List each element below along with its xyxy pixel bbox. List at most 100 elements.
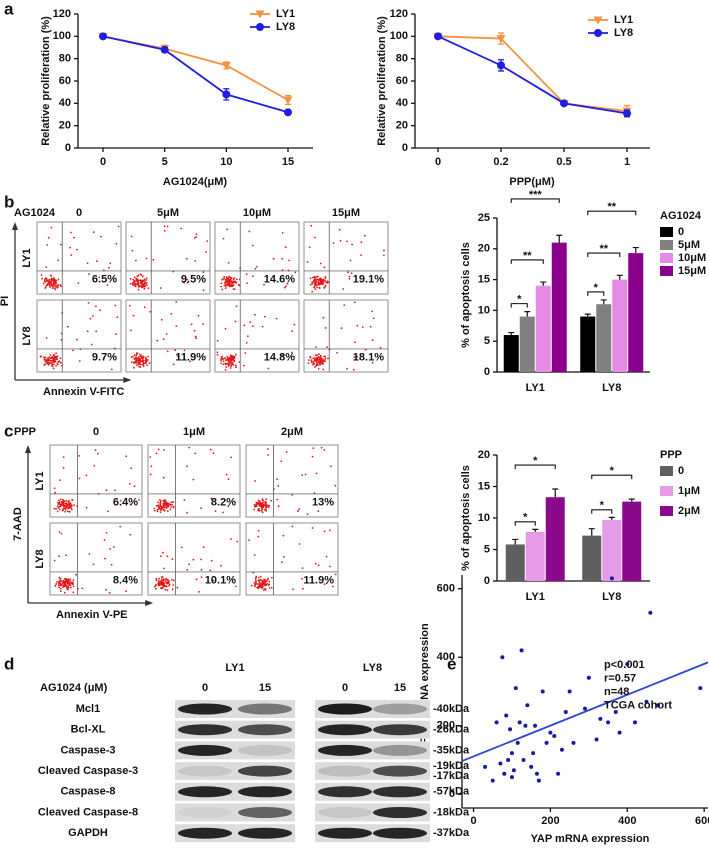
event-dot (214, 510, 217, 512)
event-dot (319, 361, 322, 364)
event-dot (312, 447, 315, 449)
significance-bracket (514, 464, 556, 470)
event-dot (224, 359, 227, 362)
event-dot (55, 507, 57, 510)
event-dot (164, 503, 167, 506)
event-dot (99, 309, 102, 312)
event-dot (107, 510, 109, 513)
event-dot (256, 502, 259, 505)
blot-band (318, 703, 372, 715)
event-dot (346, 240, 348, 243)
data-point (534, 771, 539, 776)
event-dot (157, 580, 160, 582)
legend-swatch (660, 486, 673, 496)
event-dot (254, 313, 256, 316)
event-dot (200, 507, 203, 510)
event-dot (68, 510, 71, 513)
event-dot (227, 362, 230, 365)
event-dot (197, 314, 200, 317)
event-dot (49, 354, 52, 356)
y-tick-label: 20 (478, 243, 490, 255)
event-dot (210, 448, 212, 451)
event-dot (226, 277, 229, 280)
event-dot (361, 326, 364, 328)
column-header: 1μM (183, 426, 205, 438)
event-dot (231, 362, 234, 365)
column-header: 2μM (281, 426, 303, 438)
event-dot (51, 365, 54, 368)
event-dot (64, 508, 67, 511)
event-dot (170, 313, 173, 315)
event-dot (58, 508, 61, 511)
event-dot (314, 354, 317, 357)
event-dot (183, 281, 186, 284)
event-dot (60, 503, 63, 506)
quadrant-percentage: 9.7% (92, 352, 117, 364)
event-dot (261, 499, 264, 502)
event-dot (235, 305, 238, 308)
event-dot (140, 282, 142, 285)
event-dot (142, 280, 144, 282)
event-dot (157, 584, 160, 587)
event-dot (51, 283, 54, 286)
event-dot (261, 502, 264, 504)
event-dot (321, 362, 324, 364)
blot-band (178, 744, 232, 756)
event-dot (320, 446, 323, 449)
event-dot (58, 531, 61, 533)
event-dot (310, 359, 313, 362)
event-dot (202, 271, 205, 273)
data-point (519, 648, 524, 653)
data-point (598, 716, 603, 721)
dose: 15 (394, 682, 406, 694)
event-dot (44, 286, 47, 288)
event-dot (325, 582, 328, 585)
data-point (536, 778, 541, 783)
y-axis-title: Relative proliferation (%) (376, 16, 388, 146)
event-dot (200, 568, 203, 571)
size-marker: -17kDa (433, 770, 470, 782)
blot-band (373, 703, 427, 715)
data-point (586, 675, 591, 680)
event-dot (143, 287, 146, 290)
series-line (102, 35, 289, 101)
event-dot (306, 513, 309, 515)
event-dot (314, 288, 317, 290)
event-dot (62, 503, 64, 506)
event-dot (153, 507, 156, 510)
event-dot (106, 284, 109, 286)
event-dot (267, 454, 269, 456)
legend-label: LY1 (276, 8, 295, 20)
event-dot (48, 362, 51, 365)
event-dot (356, 355, 359, 358)
y-tick-label: 0 (449, 788, 455, 800)
event-dot (316, 275, 319, 278)
event-dot (139, 279, 142, 282)
event-dot (304, 473, 307, 476)
event-dot (132, 278, 135, 281)
event-dot (224, 278, 227, 281)
event-dot (88, 553, 91, 555)
bar (628, 253, 644, 372)
event-dot (235, 353, 237, 356)
event-dot (194, 335, 197, 338)
event-dot (56, 358, 58, 361)
event-dot (168, 584, 171, 587)
x-tick-label: 400 (618, 815, 636, 827)
event-dot (324, 359, 326, 361)
event-dot (59, 590, 62, 592)
event-dot (254, 583, 257, 586)
blot-band (238, 703, 292, 715)
bar (602, 519, 622, 581)
event-dot (258, 580, 261, 583)
event-dot (58, 499, 60, 502)
x-tick-label: 1 (624, 156, 630, 168)
event-dot (257, 579, 260, 582)
event-dot (227, 262, 230, 264)
event-dot (291, 351, 293, 354)
x-tick-label: 0 (470, 815, 476, 827)
data-point (509, 751, 514, 756)
size-marker: -19kDa (433, 760, 470, 772)
blot-band (178, 724, 232, 736)
significance-label: * (594, 282, 599, 294)
